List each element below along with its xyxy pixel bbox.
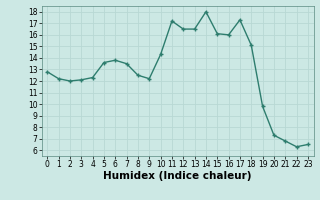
X-axis label: Humidex (Indice chaleur): Humidex (Indice chaleur) [103, 171, 252, 181]
